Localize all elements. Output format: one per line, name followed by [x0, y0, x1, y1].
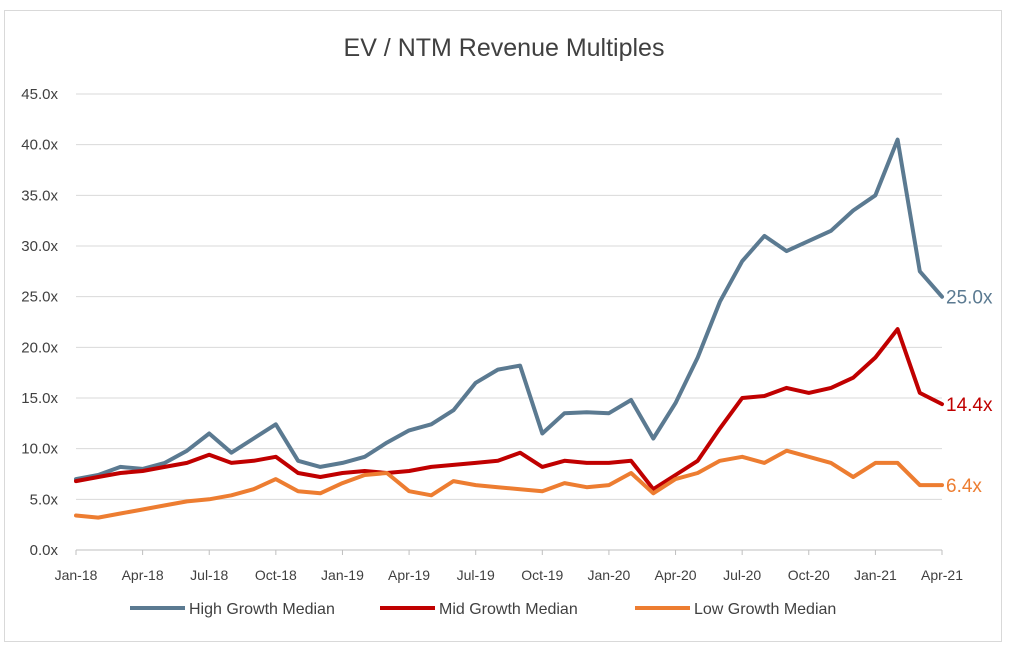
legend: High Growth Median Mid Growth Median Low G…	[130, 601, 836, 618]
series-end-label: 25.0x	[946, 288, 993, 309]
series-end-label: 6.4x	[946, 476, 982, 497]
x-tick-label: Jul-20	[723, 567, 761, 583]
series-lines	[74, 137, 944, 520]
gridlines	[76, 93, 942, 551]
x-tick-label: Apr-20	[655, 567, 697, 583]
y-tick-label: 5.0x	[30, 491, 59, 508]
end-labels: 25.0x 14.4x 6.4x	[946, 288, 993, 497]
y-tick-label: 40.0x	[21, 137, 58, 154]
x-tick-label: Apr-18	[122, 567, 164, 583]
x-tick-label: Oct-18	[255, 567, 297, 583]
chart-border	[4, 10, 1002, 642]
y-tick-label: 45.0x	[21, 86, 58, 103]
x-axis: Jan-18 Apr-18 Jul-18 Oct-18 Jan-19 Apr-19 Jul-…	[55, 549, 963, 583]
y-tick-label: 35.0x	[21, 187, 58, 204]
legend-label: High Growth Median	[189, 601, 335, 618]
y-tick-label: 10.0x	[21, 441, 58, 458]
y-tick-label: 0.0x	[30, 542, 59, 559]
x-tick-label: Oct-20	[788, 567, 830, 583]
chart-title: EV / NTM Revenue Multiples	[344, 34, 665, 62]
legend-label: Mid Growth Median	[439, 601, 578, 618]
x-tick-label: Oct-19	[521, 567, 563, 583]
x-tick-label: Jan-21	[854, 567, 897, 583]
series-line-0	[74, 137, 944, 482]
x-tick-label: Apr-19	[388, 567, 430, 583]
series-line-1	[74, 327, 944, 492]
y-tick-label: 30.0x	[21, 238, 58, 255]
y-tick-label: 15.0x	[21, 390, 58, 407]
series-line-2	[74, 448, 944, 520]
x-tick-label: Apr-21	[921, 567, 963, 583]
y-tick-label: 20.0x	[21, 339, 58, 356]
x-tick-label: Jan-18	[55, 567, 98, 583]
series-end-label: 14.4x	[946, 395, 993, 416]
legend-label: Low Growth Median	[694, 601, 836, 618]
x-tick-label: Jul-18	[190, 567, 228, 583]
x-tick-label: Jul-19	[457, 567, 495, 583]
x-tick-label: Jan-20	[588, 567, 631, 583]
y-axis: 0.0x 5.0x 10.0x 15.0x 20.0x 25.0x 30.0x 35.0x 40…	[21, 86, 58, 559]
y-tick-label: 25.0x	[21, 289, 58, 306]
x-tick-label: Jan-19	[321, 567, 364, 583]
